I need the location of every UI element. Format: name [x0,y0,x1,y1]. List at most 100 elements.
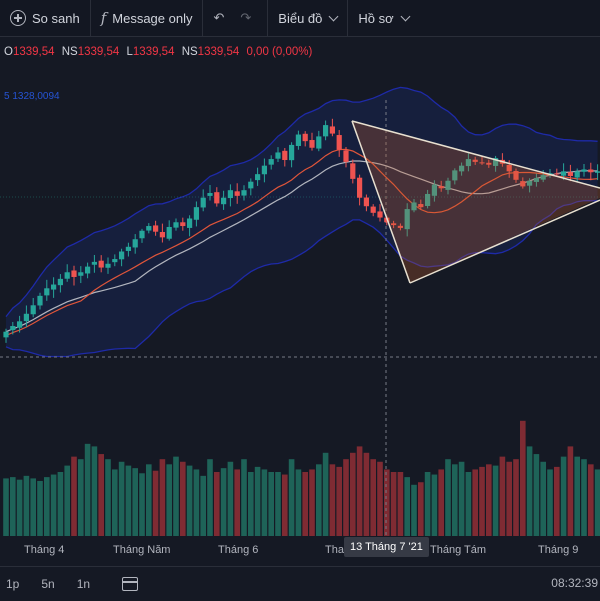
open-value: 1339,54 [12,46,55,58]
volume-bar [193,469,200,536]
compare-button[interactable]: So sanh [0,0,90,36]
volume-bar [370,459,376,536]
candle-body [275,152,281,159]
indicators-button[interactable]: f Message only [91,0,203,36]
candle-body [30,305,36,315]
price-chart[interactable] [0,40,600,538]
candle-body [132,239,138,248]
x-tick-label: Tháng Tám [430,544,487,556]
volume-bar [275,472,281,536]
candle-body [527,180,533,186]
candle-body [10,326,16,331]
clock-time: 08:32:39 [551,576,598,590]
volume-bar [513,459,519,536]
candle-body [51,284,57,290]
bollinger-lower [5,199,598,358]
candle-body [57,278,63,286]
profile-menu-label: Hồ sơ [358,10,394,26]
candle-body [323,125,329,137]
volume-bar [84,443,91,536]
volume-bars [3,420,600,536]
candle-body [78,272,84,276]
candle-body [540,175,546,180]
candle-body [261,165,267,175]
volume-bar [581,459,587,536]
volume-bar [594,469,600,536]
undo-button[interactable]: ↶ [203,0,240,36]
volume-bar [560,456,567,536]
volume-bar [268,472,274,536]
volume-bar [397,472,404,536]
candle-body [397,225,403,228]
volume-bar [10,477,16,536]
candle-body [465,159,471,167]
candle-body [119,251,125,260]
volume-bar [431,474,438,536]
volume-bar [3,478,9,536]
candle-body [547,173,553,175]
volume-bar [377,461,383,536]
triangle-pattern-drawing[interactable] [351,120,600,284]
volume-bar [363,452,370,536]
candle-body [418,204,424,208]
candle-body [289,144,295,161]
candle-body [588,169,594,173]
candle-body [595,171,600,173]
toolbar-divider [89,0,91,36]
range-button-1p[interactable]: 1p [6,577,20,591]
volume-bar [445,459,451,536]
low-label: L [126,46,133,58]
volume-bar [254,466,261,536]
volume-bar [16,479,23,536]
volume-bar [207,459,213,536]
bollinger-upper [5,86,598,318]
range-button-1n[interactable]: 1n [76,577,91,591]
ma-fast-line [5,148,598,337]
candle-body [23,313,29,322]
volume-bar [139,473,145,536]
candle-body [520,181,526,187]
volume-bar [248,472,254,536]
chart-menu-button[interactable]: Biểu đồ [268,0,347,36]
candle-body [574,171,580,178]
volume-bar [424,472,431,536]
volume-bar [452,464,458,536]
volume-bar [384,469,390,536]
volume-bar [343,459,349,536]
message-label: Message only [112,10,193,26]
candle-body [357,177,363,198]
volume-bar [390,472,397,536]
candle-body [533,177,539,182]
range-button-5n[interactable]: 5n [41,577,55,591]
volume-bar [329,464,336,536]
candle-body [459,165,465,172]
volume-bar [227,461,234,536]
candle-body [302,133,308,142]
volume-bar [316,464,322,536]
toolbar-divider [202,0,204,36]
redo-button[interactable]: ↷ [240,0,267,36]
candle-body [268,159,274,165]
candle-body [146,226,152,231]
volume-bar [112,469,118,536]
candle-body [153,225,159,232]
candle-body [343,150,349,162]
candle-body [200,197,206,208]
x-axis[interactable]: Tháng 4 Tháng Năm Tháng 6 Tha Tháng Tám … [0,538,600,562]
moving-averages [5,148,598,337]
x-tick-label: Tháng 9 [538,544,579,556]
calendar-icon[interactable] [122,577,139,591]
compare-label: So sanh [32,10,80,26]
candle-body [350,163,356,179]
profile-menu-button[interactable]: Hồ sơ [348,0,418,36]
candle-body [248,181,254,189]
candle-body [85,266,91,274]
triangle-upper-edge [351,120,600,189]
redo-icon: ↷ [240,10,252,25]
volume-bar [418,482,424,536]
candle-body [554,173,560,175]
candle-body [316,136,322,149]
bollinger-bands [5,86,598,358]
volume-bar [166,464,172,536]
volume-bar [533,454,540,536]
